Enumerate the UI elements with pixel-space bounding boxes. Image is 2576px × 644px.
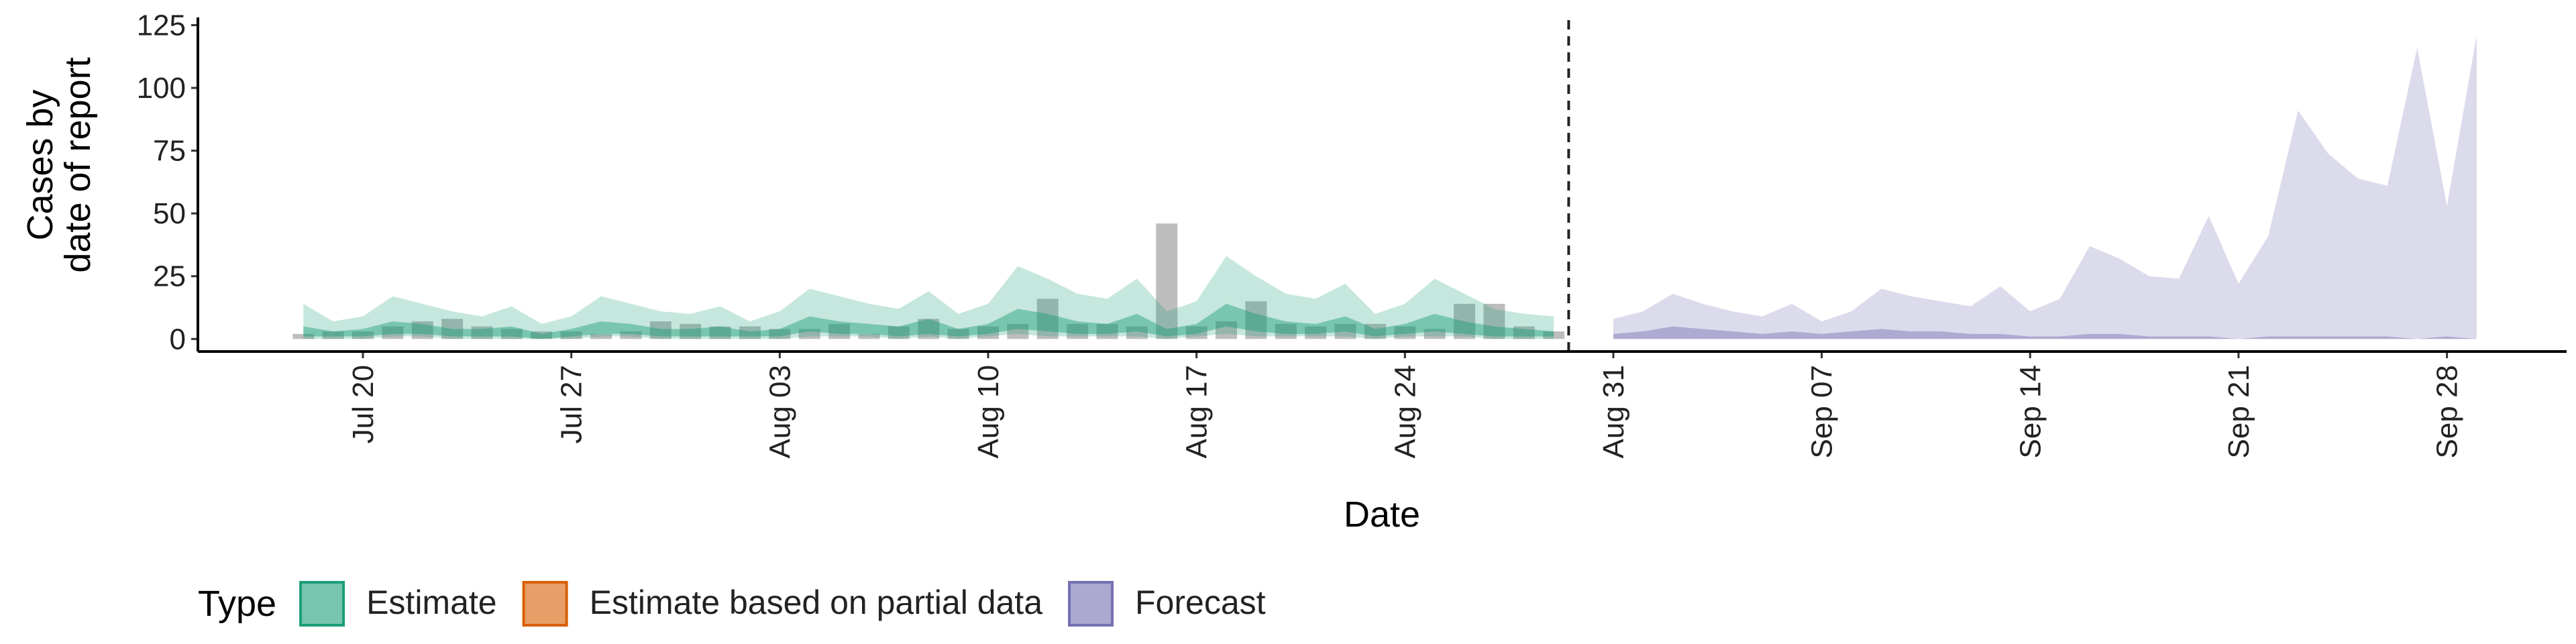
bar	[382, 326, 404, 339]
x-tick-label: Aug 31	[1597, 365, 1630, 458]
bar	[1483, 303, 1505, 339]
legend-label: Forecast	[1135, 584, 1266, 621]
bar	[471, 326, 493, 339]
legend-swatch	[299, 581, 345, 627]
bar	[620, 331, 642, 339]
y-tick-label: 100	[137, 72, 186, 105]
y-tick-label: 75	[153, 135, 186, 168]
y-axis-title: date of report	[58, 57, 98, 272]
bar	[1067, 323, 1089, 339]
bar	[1275, 323, 1297, 339]
bar	[1036, 299, 1059, 339]
legend-label: Estimate	[366, 584, 497, 621]
bar	[322, 331, 344, 339]
bar	[411, 321, 433, 339]
bar	[858, 333, 880, 339]
bar	[977, 326, 999, 339]
bar	[1156, 223, 1178, 339]
bar	[1216, 321, 1238, 339]
bar	[1126, 326, 1148, 339]
bar	[828, 323, 851, 339]
bar	[1096, 323, 1118, 339]
bar	[947, 329, 969, 339]
y-axis-title: Cases by	[20, 89, 60, 240]
y-tick-label: 125	[137, 9, 186, 42]
bar	[769, 329, 791, 339]
x-tick-label: Sep 07	[1806, 365, 1839, 458]
x-tick-label: Aug 17	[1181, 365, 1214, 458]
bar	[798, 329, 820, 339]
bar	[590, 333, 612, 339]
bar	[1513, 326, 1535, 339]
x-tick-label: Jul 27	[555, 365, 588, 443]
bar	[918, 319, 940, 339]
bar	[500, 329, 523, 339]
bar	[1305, 326, 1327, 339]
bar	[680, 323, 702, 339]
bar	[1424, 329, 1446, 339]
legend-title: Type	[198, 584, 276, 624]
x-axis-title: Date	[1344, 494, 1420, 535]
y-tick-label: 25	[153, 260, 186, 293]
ribbon-band	[303, 303, 1554, 339]
bar	[739, 326, 761, 339]
ribbon-band	[1613, 35, 2477, 339]
bar	[560, 331, 582, 339]
x-tick-label: Aug 03	[763, 365, 796, 458]
bar	[709, 326, 731, 339]
bar	[1185, 326, 1208, 339]
x-tick-label: Aug 24	[1389, 365, 1421, 458]
ribbon-band	[1613, 326, 2477, 339]
bar	[1394, 326, 1416, 339]
legend-swatch	[522, 581, 568, 627]
bar	[1364, 323, 1386, 339]
bar	[292, 333, 315, 339]
bar	[1007, 323, 1029, 339]
bar	[649, 321, 672, 339]
legend-label: Estimate based on partial data	[590, 584, 1043, 621]
bar	[1454, 303, 1476, 339]
x-tick-label: Sep 21	[2222, 365, 2255, 458]
x-tick-label: Sep 28	[2431, 365, 2464, 458]
x-tick-label: Aug 10	[972, 365, 1005, 458]
bar	[531, 331, 553, 339]
bar	[1245, 301, 1267, 339]
y-tick-label: 0	[170, 323, 186, 356]
bar	[441, 319, 464, 339]
ribbon-band	[303, 256, 1554, 339]
x-tick-label: Jul 20	[347, 365, 380, 443]
bar	[888, 326, 910, 339]
legend-swatch	[1068, 581, 1114, 627]
bar	[1334, 323, 1356, 339]
x-tick-label: Sep 14	[2014, 365, 2047, 458]
bar	[352, 331, 374, 339]
bar	[1543, 331, 1565, 339]
y-tick-label: 50	[153, 197, 186, 230]
